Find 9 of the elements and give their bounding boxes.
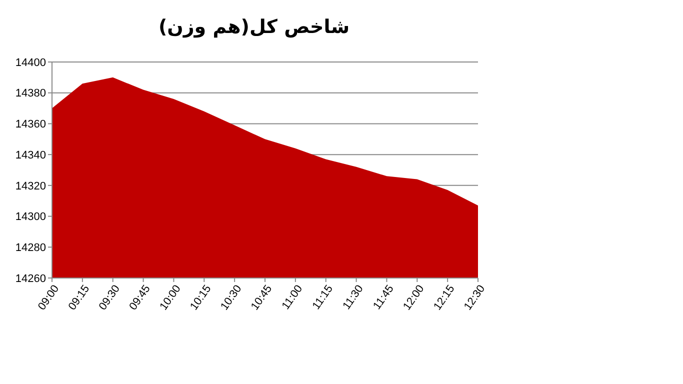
y-tick-label: 14360 <box>15 118 46 131</box>
y-tick-label: 14280 <box>15 242 46 254</box>
y-tick-label: 14300 <box>15 211 46 224</box>
y-tick-label: 14380 <box>15 88 46 100</box>
y-tick-label: 14340 <box>15 149 46 162</box>
y-tick-label: 14400 <box>15 56 46 69</box>
chart-title: شاخص کل(هم وزن) <box>158 16 350 38</box>
y-tick-label: 14260 <box>15 272 46 285</box>
y-tick-label: 14320 <box>15 180 46 192</box>
